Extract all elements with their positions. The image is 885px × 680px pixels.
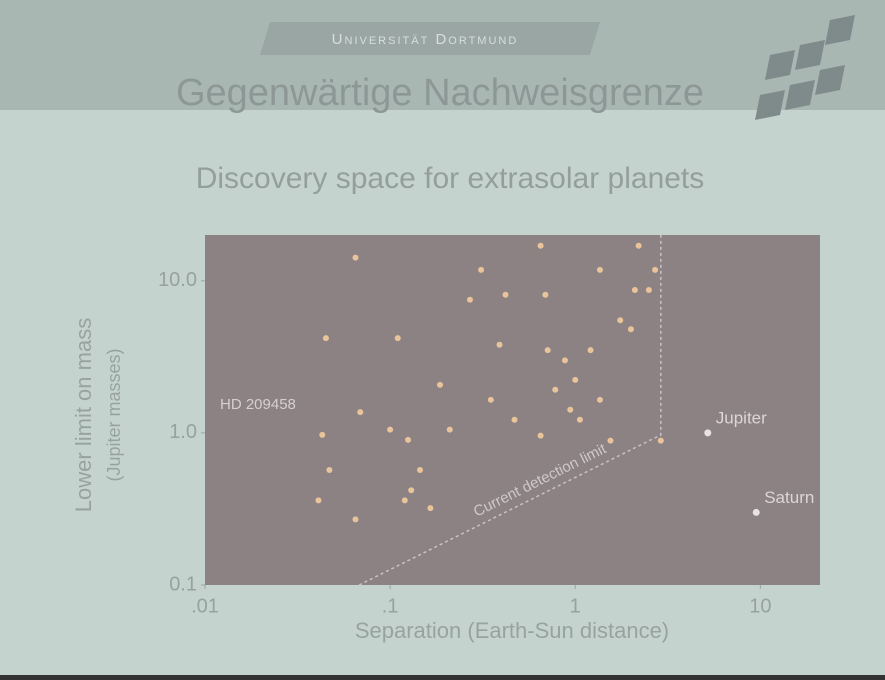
- planet-point: [617, 317, 623, 323]
- x-tick-label: 1: [570, 595, 581, 617]
- solar-planet-label: Jupiter: [716, 408, 767, 427]
- subtitle: Discovery space for extrasolar planets: [196, 162, 705, 195]
- planet-point: [658, 438, 664, 444]
- planet-point: [387, 427, 393, 433]
- planet-point: [408, 487, 414, 493]
- planet-point: [497, 342, 503, 348]
- title: Gegenwärtige Nachweisgrenze: [176, 72, 704, 114]
- planet-point: [628, 326, 634, 332]
- planet-point: [326, 467, 332, 473]
- planet-point: [488, 397, 494, 403]
- planet-point: [652, 267, 658, 273]
- planet-point: [427, 505, 433, 511]
- y-axis-label: (Jupiter masses): [104, 348, 124, 481]
- planet-point: [597, 397, 603, 403]
- planet-point: [405, 437, 411, 443]
- planet-point: [323, 335, 329, 341]
- planet-point: [588, 347, 594, 353]
- planet-point: [478, 267, 484, 273]
- planet-point: [395, 335, 401, 341]
- planet-point: [437, 382, 443, 388]
- planet-point: [352, 255, 358, 261]
- planet-point: [502, 292, 508, 298]
- planet-point: [567, 407, 573, 413]
- planet-point: [597, 267, 603, 273]
- planet-point: [319, 432, 325, 438]
- header-text: Universität Dortmund: [332, 31, 519, 48]
- planet-point: [538, 433, 544, 439]
- annotation: HD 209458: [220, 396, 296, 413]
- planet-point: [315, 497, 321, 503]
- planet-point: [467, 297, 473, 303]
- planet-point: [572, 377, 578, 383]
- slide: Universität Dortmund Gegenwärtige Nachwe…: [0, 0, 885, 675]
- planet-point: [607, 438, 613, 444]
- y-tick-label: 0.1: [169, 573, 197, 595]
- planet-point: [542, 292, 548, 298]
- planet-point: [646, 287, 652, 293]
- solar-planet: [753, 509, 760, 516]
- planet-point: [447, 427, 453, 433]
- x-axis-label: Separation (Earth-Sun distance): [355, 618, 669, 643]
- solar-planet: [704, 429, 711, 436]
- y-tick-label: 10.0: [158, 269, 197, 291]
- x-tick-label: 10: [749, 595, 771, 617]
- planet-point: [636, 243, 642, 249]
- planet-point: [562, 357, 568, 363]
- planet-point: [577, 417, 583, 423]
- page: Universität Dortmund Gegenwärtige Nachwe…: [0, 0, 885, 680]
- y-tick-label: 1.0: [169, 421, 197, 443]
- x-tick-label: .1: [382, 595, 399, 617]
- planet-point: [538, 243, 544, 249]
- planet-point: [417, 467, 423, 473]
- solar-planet-label: Saturn: [764, 488, 814, 507]
- planet-point: [357, 409, 363, 415]
- x-tick-label: .01: [191, 595, 219, 617]
- y-axis-label: Lower limit on mass: [71, 318, 96, 512]
- planet-point: [632, 287, 638, 293]
- planet-point: [352, 516, 358, 522]
- planet-point: [552, 387, 558, 393]
- planet-point: [512, 417, 518, 423]
- planet-point: [545, 347, 551, 353]
- planet-point: [402, 497, 408, 503]
